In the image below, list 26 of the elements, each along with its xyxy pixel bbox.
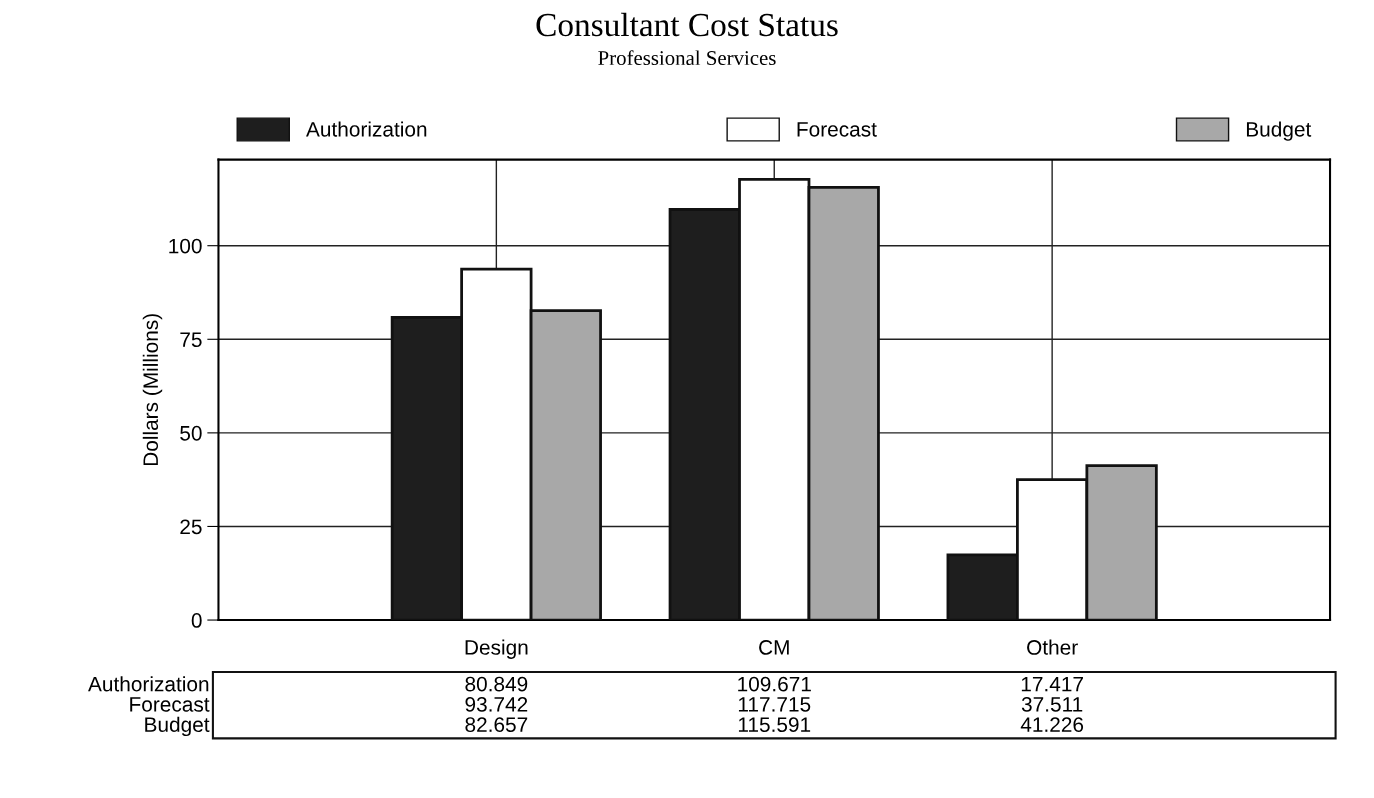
data-label: 109.671 [738,676,811,692]
data-label: 80.849 [465,676,528,692]
y-axis-title: Dollars (Millions) [142,314,163,466]
text: Authorization [88,676,209,692]
y-tick-label: 100 [169,238,202,254]
data-label: 82.657 [465,717,528,732]
legend-label: Budget [1246,121,1312,141]
text: Budget [145,716,210,737]
data-label: 115.591 [738,717,811,732]
chart-subtitle: Professional Services [598,50,776,66]
data-label: 93.742 [465,696,528,712]
y-tick-label: 75 [180,332,202,348]
legend-label: Forecast [797,122,877,137]
data-label: 37.511 [1021,696,1083,712]
x-tick-label: Design [465,639,528,659]
legend-label: Authorization [306,121,427,137]
x-tick-label: CM [759,640,789,655]
data-label: 17.417 [1021,676,1083,692]
y-tick-label: 0 [191,613,202,628]
y-tick-label: 50 [180,425,202,441]
x-tick-label: Other [1027,639,1078,655]
data-label: 117.715 [738,697,811,712]
chart-title: Consultant Cost Status [536,12,838,37]
text: Forecast [130,697,210,712]
data-label: 41.226 [1020,717,1084,732]
y-tick-label: 25 [180,519,202,535]
